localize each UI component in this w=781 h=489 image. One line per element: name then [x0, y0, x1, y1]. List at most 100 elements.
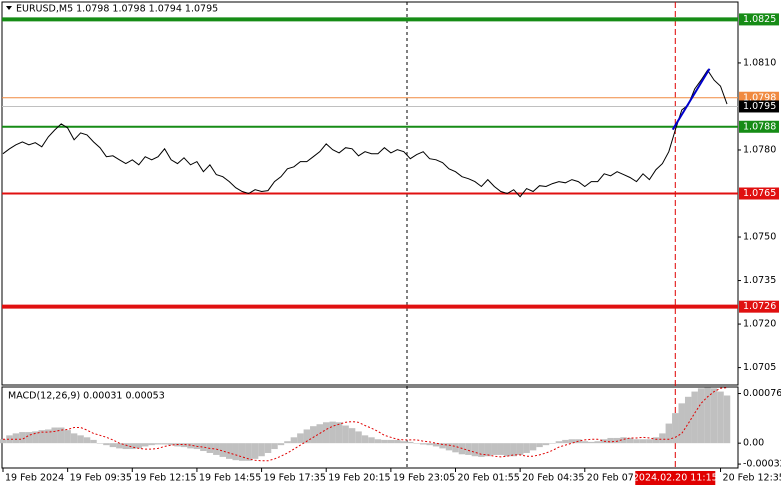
macd-bar — [19, 432, 26, 444]
macd-bar — [510, 443, 517, 457]
macd-bar — [503, 443, 511, 457]
macd-bar — [200, 443, 207, 452]
macd-bar — [251, 443, 259, 459]
level-label-bg — [739, 300, 779, 313]
macd-bar — [135, 443, 142, 449]
macd-bar — [303, 429, 311, 444]
macd-bar — [83, 437, 91, 444]
x-tick-label: 20 Feb 07:15 — [587, 473, 649, 484]
level-label: 1.0765 — [743, 188, 776, 199]
signal-line — [3, 387, 728, 462]
macd-bar — [129, 443, 136, 450]
macd-bar — [613, 437, 621, 444]
macd-bar — [109, 443, 117, 448]
macd-bar — [407, 441, 414, 444]
y-tick-label: 1.0750 — [743, 232, 776, 243]
cursor-label: 2024.02.20 11:15 — [633, 473, 718, 484]
macd-bar — [355, 431, 362, 444]
macd-bar — [413, 443, 420, 444]
macd-bar — [284, 441, 291, 444]
macd-bar — [678, 403, 685, 444]
x-tick-label: 20 Feb 01:55 — [458, 473, 520, 484]
macd-bar — [549, 443, 556, 444]
macd-bar — [646, 439, 653, 444]
level-label: 1.0798 — [743, 92, 776, 103]
macd-bar — [322, 422, 330, 444]
macd-bar — [277, 443, 285, 446]
macd-bar — [342, 425, 349, 444]
cursor-label-bg — [635, 471, 716, 485]
macd-bar — [672, 413, 679, 444]
y-tick-label: -0.00032 — [743, 459, 781, 470]
y-tick-label: 1.0735 — [743, 275, 776, 286]
macd-bar — [0, 439, 7, 444]
x-tick-label: 19 Feb 12:15 — [134, 473, 196, 484]
macd-bar — [594, 441, 601, 444]
macd-bar — [639, 439, 647, 444]
macd-bar — [161, 443, 168, 445]
level-label-bg — [739, 100, 779, 113]
macd-bar — [697, 388, 705, 444]
macd-bar — [348, 428, 356, 444]
macd-bar — [581, 441, 589, 444]
macd-bar — [439, 443, 446, 449]
macd-bar — [529, 443, 537, 451]
macd-bar — [555, 441, 563, 444]
macd-bar — [38, 430, 46, 444]
macd-bar — [419, 443, 427, 445]
macd-bar — [12, 433, 20, 444]
chart-title: EURUSD,M5 1.0798 1.0798 1.0794 1.0795 — [16, 4, 218, 15]
macd-bar — [154, 443, 162, 445]
macd-bar — [64, 430, 71, 444]
macd-bar — [167, 443, 175, 446]
x-tick-label: 20 Feb 12:35 — [723, 473, 781, 484]
macd-bar — [432, 443, 440, 447]
macd-bar — [665, 423, 673, 444]
macd-bar — [245, 443, 252, 461]
macd-bar — [361, 435, 369, 444]
trend-line — [671, 68, 711, 131]
macd-bar — [626, 437, 634, 444]
macd-bar — [387, 439, 395, 444]
macd-bar — [141, 443, 149, 447]
macd-bar — [491, 443, 498, 455]
macd-bar — [710, 388, 718, 444]
level-label-bg — [739, 120, 779, 133]
macd-bar — [264, 443, 272, 453]
macd-bar — [452, 443, 459, 453]
macd-bar — [271, 443, 278, 450]
macd-bar — [116, 443, 123, 449]
macd-bar — [723, 395, 731, 444]
x-tick-label: 19 Feb 23:05 — [393, 473, 455, 484]
price-line — [2, 69, 728, 198]
macd-bar — [238, 443, 246, 461]
macd-bar — [103, 443, 110, 446]
macd-bar — [542, 443, 550, 446]
macd-bar — [77, 435, 84, 444]
macd-bar — [568, 439, 576, 444]
macd-bar — [90, 439, 97, 444]
macd-bar — [562, 439, 569, 444]
macd-bar — [445, 443, 453, 451]
macd-bar — [684, 396, 692, 444]
level-label: 1.0795 — [743, 101, 776, 112]
macd-bar — [180, 443, 188, 448]
macd-bar — [187, 443, 194, 449]
level-label-bg — [739, 187, 779, 200]
macd-bar — [374, 439, 382, 444]
x-tick-label: 19 Feb 09:35 — [70, 473, 132, 484]
macd-bar — [523, 443, 530, 453]
x-tick-label: 19 Feb 20:15 — [328, 473, 390, 484]
macd-bar — [6, 435, 13, 444]
macd-bar — [381, 439, 388, 444]
level-label: 1.0726 — [743, 301, 776, 312]
y-tick-label: 0.00076 — [743, 388, 781, 399]
macd-bar — [335, 422, 343, 444]
macd-bar — [297, 433, 304, 444]
macd-bar — [471, 443, 479, 457]
macd-bar — [96, 443, 104, 444]
macd-bar — [704, 387, 711, 444]
y-tick-label: 1.0705 — [743, 362, 776, 373]
level-label-bg — [739, 13, 779, 26]
x-tick-label: 20 Feb 04:35 — [522, 473, 584, 484]
